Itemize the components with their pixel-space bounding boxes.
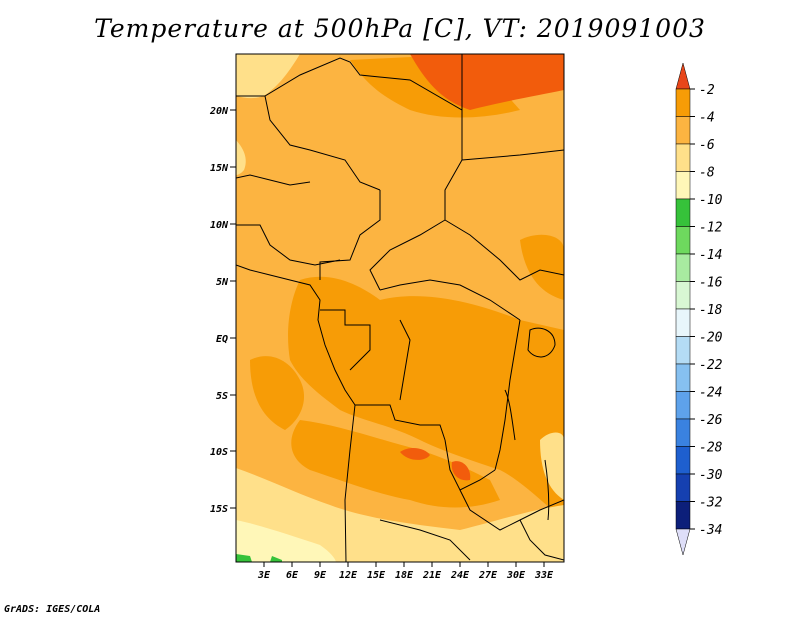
temperature-field bbox=[236, 54, 564, 562]
field-warm-east bbox=[520, 234, 564, 300]
border-north-1 bbox=[236, 54, 463, 111]
lon-label: 21E bbox=[422, 570, 442, 581]
colorbar-segment bbox=[675, 446, 691, 475]
border-drc-east bbox=[494, 319, 521, 471]
field-cool-southeast bbox=[540, 432, 564, 500]
field-cool-northwest bbox=[236, 54, 300, 99]
border-west-3 bbox=[236, 224, 341, 266]
lon-label: 24E bbox=[450, 570, 470, 581]
border-east-3 bbox=[379, 279, 521, 321]
field-warm-west bbox=[250, 356, 305, 430]
colorbar-label: -22 bbox=[699, 358, 723, 373]
border-southeast bbox=[519, 519, 564, 561]
lake-tanganyika bbox=[504, 389, 516, 441]
border-central-2 bbox=[369, 219, 446, 291]
lon-label: 30E bbox=[506, 570, 526, 581]
field-cool-south bbox=[236, 468, 564, 562]
lat-label: EQ bbox=[216, 334, 228, 345]
colorbar-segment bbox=[675, 226, 691, 255]
colorbar-label: -6 bbox=[699, 138, 715, 153]
colorbar-segment bbox=[675, 391, 691, 420]
border-west-2 bbox=[236, 174, 311, 186]
field-warm-south bbox=[291, 420, 500, 508]
field-hot-northeast bbox=[410, 54, 564, 110]
lon-label: 3E bbox=[257, 570, 271, 581]
lat-label: 10N bbox=[210, 220, 229, 231]
field-hot-patch-1 bbox=[400, 448, 430, 460]
lake-malawi bbox=[544, 459, 550, 521]
colorbar-label: -14 bbox=[699, 248, 722, 263]
country-borders bbox=[236, 54, 564, 562]
colorbar-label: -30 bbox=[699, 468, 723, 483]
colorbar-label: -2 bbox=[699, 83, 715, 98]
colorbar-label: -18 bbox=[699, 303, 723, 318]
lon-label: 18E bbox=[395, 570, 414, 581]
map-frame bbox=[235, 53, 565, 563]
lat-label: 5S bbox=[216, 391, 228, 402]
colorbar-segment bbox=[675, 336, 691, 365]
field-warm-central bbox=[288, 276, 564, 520]
border-west-1 bbox=[264, 95, 381, 191]
colorbar-label: -24 bbox=[699, 386, 722, 401]
lon-label: 27E bbox=[478, 570, 498, 581]
border-central-1 bbox=[319, 190, 381, 280]
colorbar-segment bbox=[675, 143, 691, 172]
field-coldest-patch-2 bbox=[270, 556, 282, 562]
field-hot-patch-2 bbox=[451, 461, 471, 481]
lon-label: 6E bbox=[286, 570, 299, 581]
colorbar-label: -26 bbox=[699, 413, 723, 428]
lon-label: 15E bbox=[367, 570, 386, 581]
chart-title: Temperature at 500hPa [C], VT: 201909100… bbox=[94, 14, 706, 43]
lat-label: 20N bbox=[209, 106, 229, 117]
colorbar-label: -16 bbox=[699, 276, 723, 291]
colorbar-segment bbox=[675, 308, 691, 337]
colorbar-label: -8 bbox=[699, 166, 715, 181]
lon-label: 9E bbox=[314, 570, 327, 581]
lat-label: 15N bbox=[210, 163, 229, 174]
coastline-gulf bbox=[236, 264, 356, 406]
colorbar-segment bbox=[675, 116, 691, 145]
longitude-axis: 3E 6E 9E 12E 15E 18E 21E 24E 27E 30E 33E bbox=[257, 562, 554, 581]
border-east-2 bbox=[444, 219, 564, 281]
colorbar-label: -28 bbox=[699, 441, 723, 456]
grads-credit: GrADS: IGES/COLA bbox=[4, 604, 101, 615]
lat-label: 15S bbox=[210, 504, 228, 515]
colorbar-bottom-cap bbox=[675, 528, 691, 556]
colorbar-label: -4 bbox=[699, 111, 715, 126]
colorbar-segment bbox=[675, 281, 691, 310]
colorbar-segment bbox=[675, 171, 691, 200]
lon-label: 12E bbox=[339, 570, 358, 581]
colorbar-segment bbox=[675, 473, 691, 502]
colorbar-label: -10 bbox=[699, 193, 723, 208]
field-cool-west bbox=[236, 140, 246, 175]
field-coldest-patch-1 bbox=[236, 554, 252, 562]
colorbar-segment bbox=[675, 363, 691, 392]
border-south-1 bbox=[379, 519, 471, 561]
border-congo-1 bbox=[320, 309, 371, 371]
colorbar-segment bbox=[675, 88, 691, 117]
colorbar-label: -12 bbox=[699, 221, 723, 236]
colorbar-label: -32 bbox=[699, 496, 723, 511]
border-east-1 bbox=[461, 149, 564, 161]
colorbar-segment bbox=[675, 253, 691, 282]
lat-label: 5N bbox=[216, 277, 229, 288]
lake-victoria bbox=[527, 327, 556, 358]
colorbar-label: -20 bbox=[699, 331, 723, 346]
border-north-2 bbox=[444, 110, 463, 220]
border-angola-2 bbox=[344, 404, 356, 562]
colorbar: -2 -4 -6 -8 -10 -12 -14 -16 -18 -20 -22 -24 -26 -28 -3… bbox=[675, 62, 723, 556]
border-congo-2 bbox=[399, 319, 411, 401]
colorbar-segment bbox=[675, 418, 691, 447]
border-angola-1 bbox=[355, 404, 446, 441]
border-zambia-2 bbox=[459, 489, 564, 531]
latitude-axis: 20N 15N 10N 5N EQ 5S 10S 15S bbox=[209, 106, 236, 515]
colorbar-label: -34 bbox=[699, 523, 722, 538]
lon-label: 33E bbox=[534, 570, 554, 581]
colorbar-segment bbox=[675, 198, 691, 227]
lat-label: 10S bbox=[210, 447, 228, 458]
field-cold-southwest bbox=[236, 520, 336, 562]
colorbar-segment bbox=[675, 501, 691, 530]
colorbar-top-cap bbox=[675, 62, 691, 90]
